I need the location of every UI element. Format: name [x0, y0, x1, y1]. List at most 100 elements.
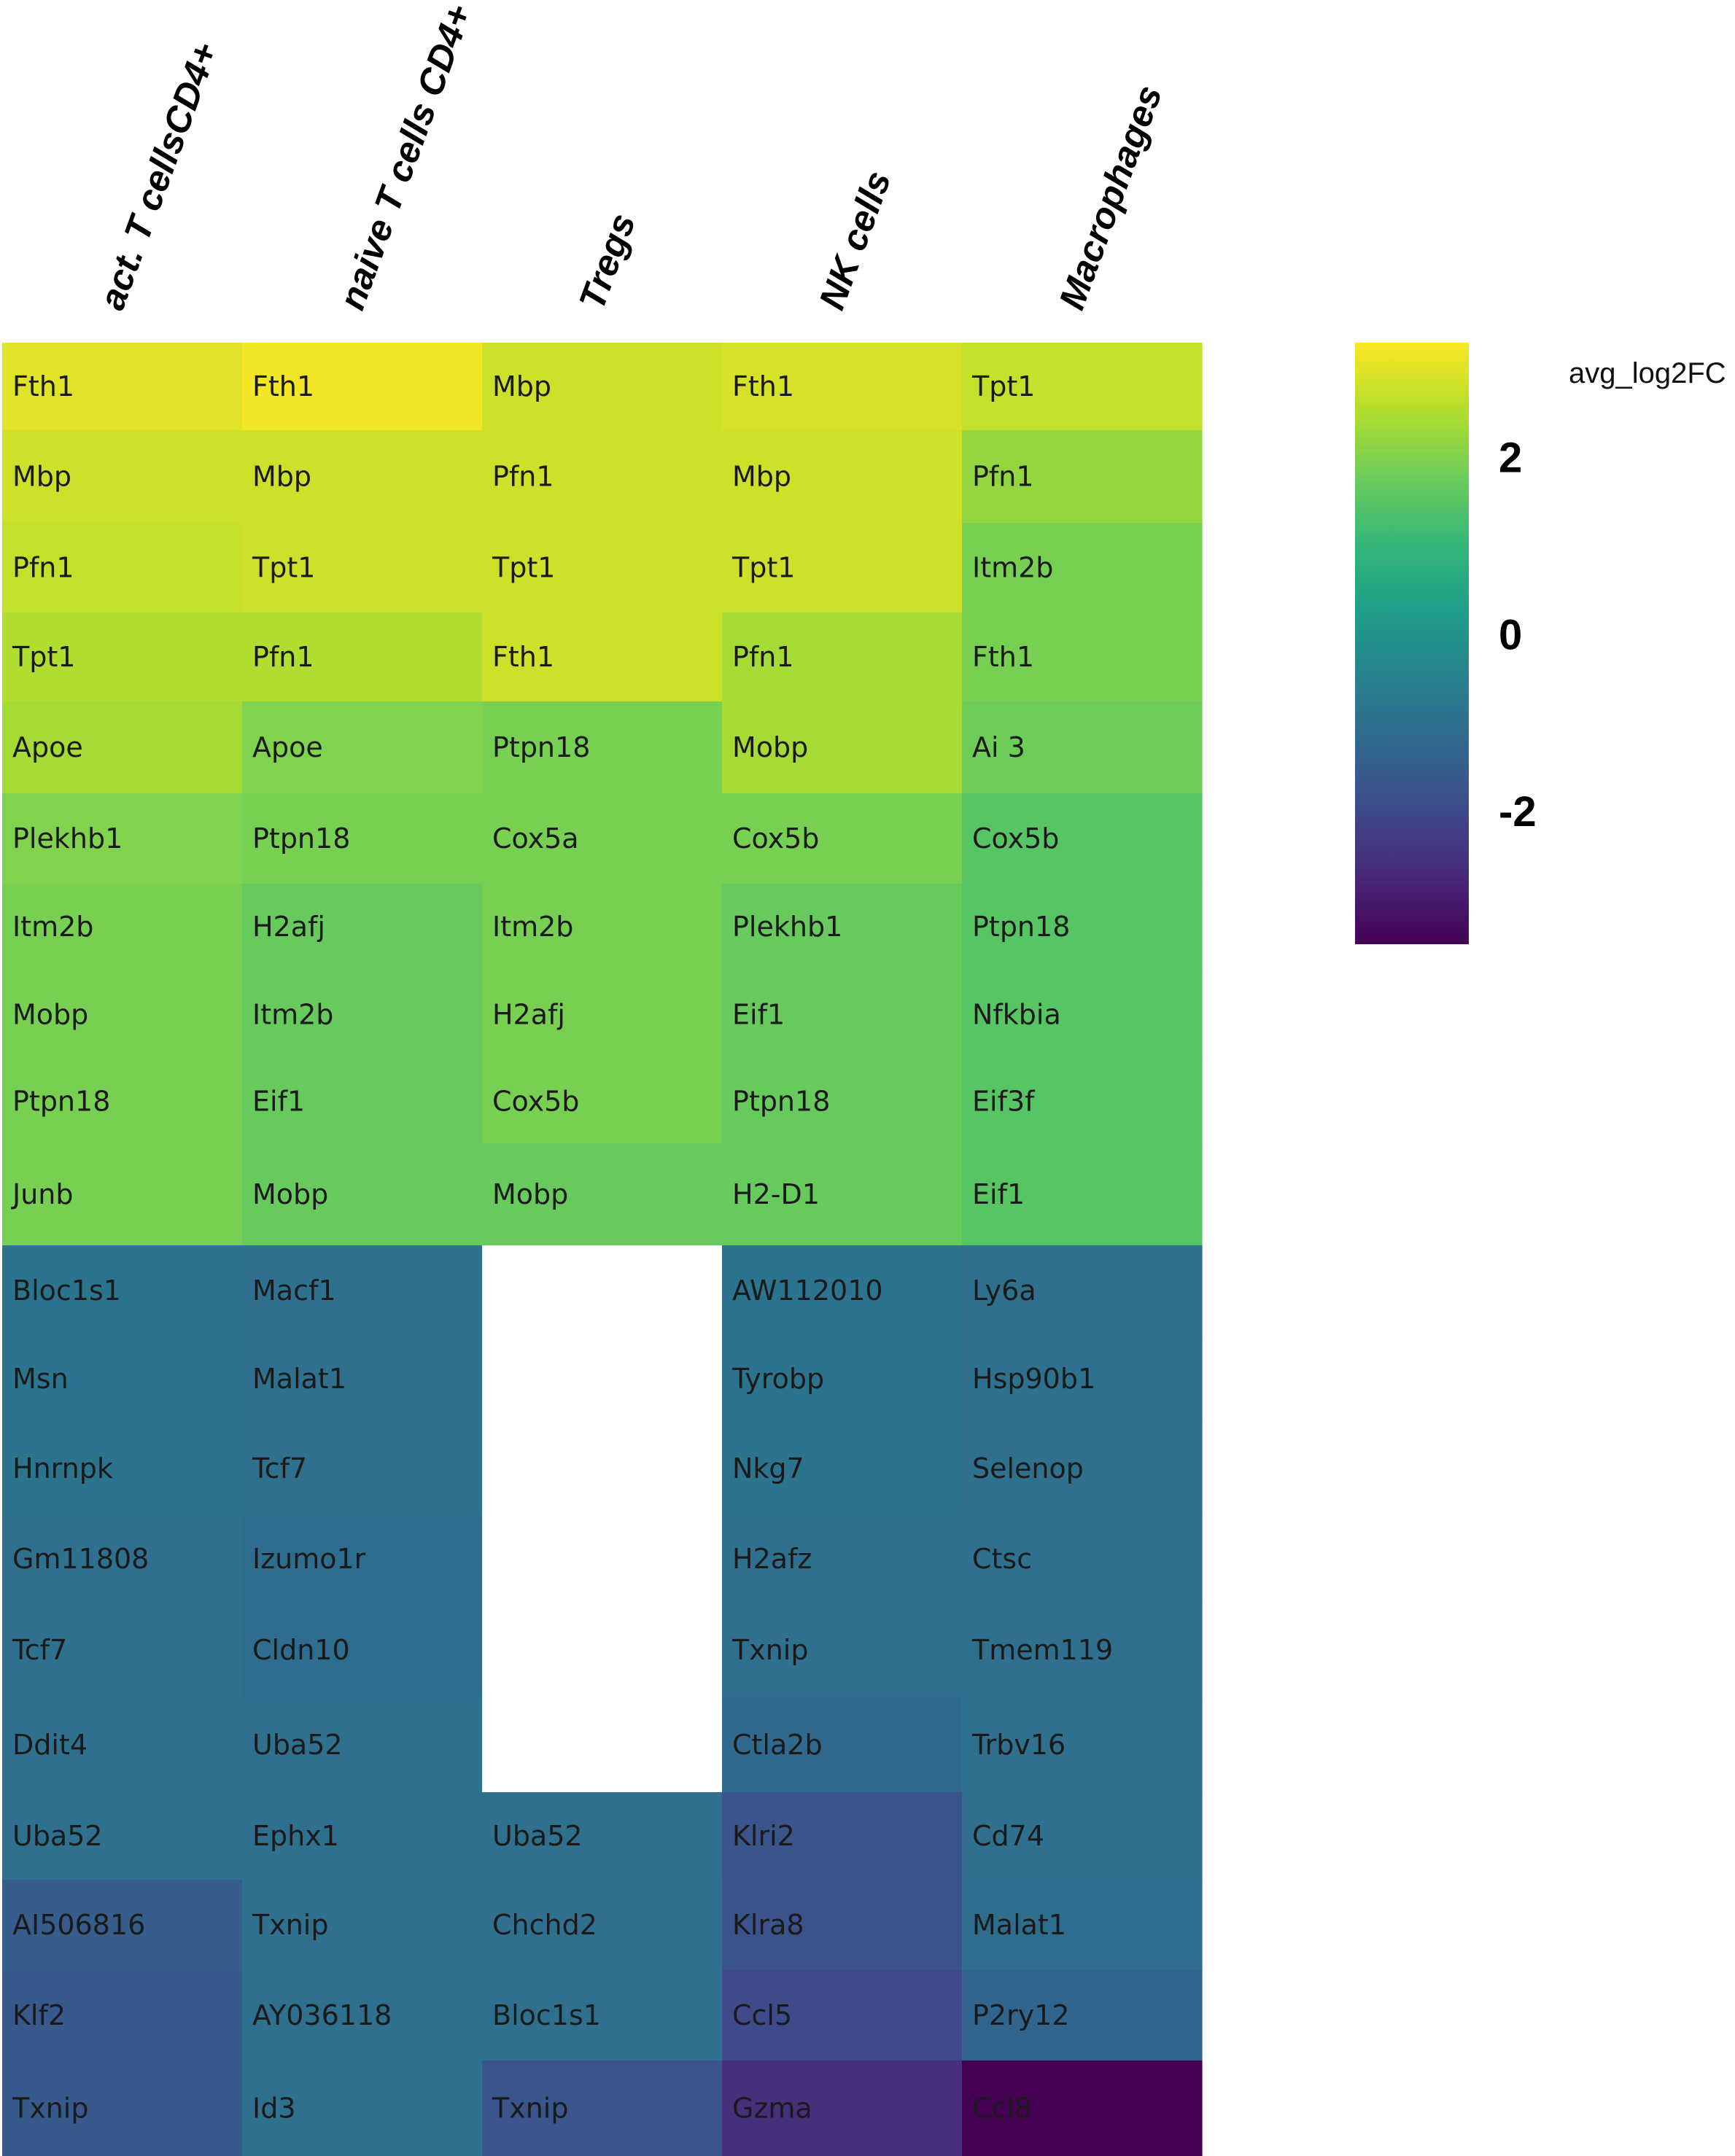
heatmap-cell	[2, 701, 243, 794]
heatmap-cell	[2, 793, 243, 884]
cell-gene-label: Tmem119	[971, 1634, 1113, 1666]
cell-gene-label: Klf2	[12, 1999, 66, 2031]
legend-tick-label: -2	[1499, 788, 1537, 836]
heatmap-cell	[962, 1245, 1203, 1336]
heatmap-cell	[2, 612, 243, 702]
heatmap-cell	[482, 701, 723, 794]
heatmap-cell	[482, 430, 723, 524]
column-label: Tregs	[571, 209, 643, 315]
heatmap-cell	[482, 2060, 723, 2156]
cell-gene-label: Ptpn18	[492, 731, 590, 763]
cell-gene-label: Tyrobp	[731, 1363, 824, 1395]
heatmap-cell	[722, 1697, 963, 1793]
cell-gene-label: Mobp	[12, 999, 88, 1031]
heatmap-cell	[2, 1336, 243, 1423]
heatmap-cell	[2, 2060, 243, 2156]
cell-gene-label: Nkg7	[732, 1452, 804, 1484]
cell-gene-label: Tcf7	[252, 1452, 307, 1484]
heatmap-cell	[962, 701, 1203, 794]
heatmap-cell	[242, 1059, 483, 1144]
heatmap-cell	[962, 1880, 1203, 1971]
heatmap-cell	[2, 1603, 243, 1698]
heatmap-cell	[722, 1970, 963, 2061]
cell-gene-label: Gzma	[732, 2093, 812, 2125]
cell-gene-label: Ctsc	[972, 1543, 1032, 1575]
legend-tick-label: 2	[1499, 435, 1522, 482]
cell-gene-label: Fth1	[492, 641, 554, 673]
cell-gene-label: Malat1	[972, 1909, 1066, 1941]
cell-gene-label: Cox5b	[732, 822, 819, 855]
cell-gene-label: Nfkbia	[972, 999, 1061, 1031]
heatmap-cell	[962, 1792, 1203, 1880]
cell-gene-label: Eif1	[972, 1178, 1025, 1210]
cell-gene-label: Cox5b	[492, 1086, 579, 1118]
cell-gene-label: Id3	[252, 2093, 296, 2125]
heatmap-cell	[482, 1059, 723, 1144]
heatmap-cell	[2, 970, 243, 1060]
heatmap-cell	[962, 612, 1203, 702]
cell-gene-label: Tpt1	[252, 552, 315, 584]
heatmap-cell	[482, 1970, 723, 2061]
cell-gene-label: Mobp	[252, 1178, 328, 1210]
cell-gene-label: Ephx1	[252, 1820, 339, 1852]
heatmap-cell-empty	[482, 1515, 723, 1603]
heatmap-cell	[2, 1697, 243, 1793]
heatmap-cell	[242, 1245, 483, 1336]
cell-gene-label: Apoe	[12, 731, 83, 763]
cell-gene-label: AI506816	[12, 1909, 145, 1941]
cell-gene-label: Tpt1	[731, 552, 795, 584]
cell-gene-label: Ccl8	[972, 2093, 1032, 2125]
heatmap-cell	[962, 1143, 1203, 1246]
heatmap-cell-empty	[482, 1245, 723, 1336]
cell-gene-label: Fth1	[252, 370, 314, 402]
heatmap-cell	[242, 1792, 483, 1880]
legend-title: avg_log2FC	[1569, 357, 1726, 389]
cell-gene-label: Fth1	[732, 370, 794, 402]
heatmap-cell	[242, 970, 483, 1060]
heatmap-cell	[482, 970, 723, 1060]
cell-gene-label: Tpt1	[492, 552, 555, 584]
heatmap-cell	[2, 1792, 243, 1880]
cell-gene-label: Eif1	[732, 999, 785, 1031]
cell-gene-label: Uba52	[252, 1729, 343, 1761]
heatmap-cell-empty	[482, 1422, 723, 1516]
cell-gene-label: Hnrnpk	[12, 1452, 113, 1484]
heatmap-cell	[962, 2060, 1203, 2156]
heatmap-cell	[482, 1792, 723, 1880]
cell-gene-label: Ptpn18	[972, 911, 1070, 943]
heatmap-cell	[242, 1515, 483, 1603]
colorbar	[1355, 343, 1469, 944]
heatmap-cell	[482, 612, 723, 702]
heatmap-cell	[482, 343, 723, 431]
heatmap-cell	[962, 1970, 1203, 2061]
cell-gene-label: Mbp	[492, 370, 551, 402]
heatmap-cell	[242, 884, 483, 970]
heatmap-cell	[2, 1515, 243, 1603]
heatmap-cell	[242, 343, 483, 431]
cell-gene-label: Pfn1	[972, 461, 1034, 493]
cell-gene-label: Txnip	[492, 2093, 568, 2125]
heatmap-cell	[722, 430, 963, 524]
heatmap-cell	[2, 430, 243, 524]
heatmap-cell	[242, 793, 483, 884]
cell-gene-label: Mbp	[12, 461, 71, 493]
cell-gene-label: Trbv16	[971, 1729, 1066, 1761]
heatmap-cell	[722, 1792, 963, 1880]
heatmap-cell	[2, 1970, 243, 2061]
heatmap-cell	[962, 1336, 1203, 1423]
heatmap-cell	[722, 1245, 963, 1336]
cell-gene-label: Ly6a	[972, 1274, 1036, 1307]
column-labels: act. T cellsCD4+ naive T cells CD4+ Tregs N…	[91, 0, 1170, 315]
cell-gene-label: Cox5a	[492, 822, 579, 855]
heatmap-cell	[722, 1515, 963, 1603]
heatmap-cell	[482, 523, 723, 613]
column-label: naive T cells CD4+	[331, 0, 479, 315]
cell-gene-label: Apoe	[252, 731, 323, 763]
heatmap-cell	[722, 1143, 963, 1246]
cell-gene-label: Txnip	[731, 1634, 808, 1666]
cell-gene-label: Junb	[11, 1178, 74, 1210]
cell-gene-label: Klra8	[732, 1909, 804, 1941]
cell-gene-label: Tpt1	[971, 370, 1035, 402]
cell-gene-label: H2afj	[492, 999, 565, 1031]
